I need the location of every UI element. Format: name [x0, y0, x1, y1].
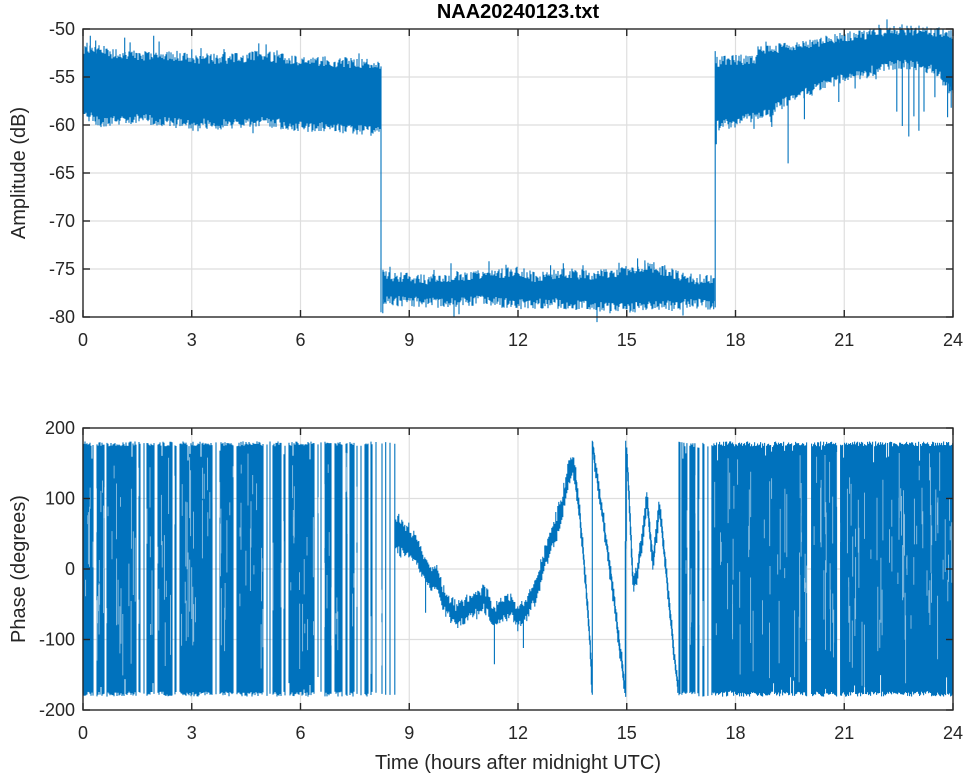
y-tick-label: -100	[39, 630, 75, 650]
x-tick-label: 12	[508, 330, 528, 350]
x-tick-label: 21	[834, 723, 854, 743]
x-tick-label: 15	[617, 330, 637, 350]
x-tick-label: 3	[187, 723, 197, 743]
tick-labels: 0 3 6 9 12 15 18 21 24 -200 -100 0 100 200	[39, 418, 963, 743]
y-tick-label: -55	[49, 67, 75, 87]
y-tick-label: 200	[45, 418, 75, 438]
y-tick-label: -80	[49, 307, 75, 327]
plot-title: NAA20240123.txt	[437, 1, 600, 23]
time-axis-label: Time (hours after midnight UTC)	[375, 752, 661, 774]
y-tick-label: -50	[49, 19, 75, 39]
y-tick-label: -60	[49, 115, 75, 135]
x-tick-label: 0	[78, 723, 88, 743]
y-tick-label: -70	[49, 211, 75, 231]
x-tick-label: 6	[295, 330, 305, 350]
tick-labels: 0 3 6 9 12 15 18 21 24 -80 -75 -70 -65 -60 -55 -50	[49, 19, 963, 350]
axis-box	[82, 28, 954, 318]
x-tick-label: 15	[617, 723, 637, 743]
x-tick-label: 24	[943, 723, 963, 743]
x-tick-label: 18	[725, 330, 745, 350]
y-tick-label: -65	[49, 163, 75, 183]
y-tick-label: 0	[65, 559, 75, 579]
phase-subplot: 0 3 6 9 12 15 18 21 24 -200 -100 0 100 200	[39, 418, 963, 743]
x-tick-label: 9	[404, 723, 414, 743]
phase-axis-label: Phase (degrees)	[8, 495, 30, 643]
x-tick-label: 6	[295, 723, 305, 743]
amplitude-subplot: 0 3 6 9 12 15 18 21 24 -80 -75 -70 -65 -60 -55 -50	[49, 19, 963, 350]
x-tick-label: 24	[943, 330, 963, 350]
x-tick-label: 9	[404, 330, 414, 350]
axis-box	[82, 427, 954, 711]
x-tick-label: 21	[834, 330, 854, 350]
y-tick-label: -200	[39, 700, 75, 720]
x-tick-label: 0	[78, 330, 88, 350]
amplitude-axis-label: Amplitude (dB)	[8, 107, 30, 239]
x-tick-label: 3	[187, 330, 197, 350]
x-tick-label: 18	[725, 723, 745, 743]
phase-noise-texture	[85, 452, 953, 690]
y-tick-label: -75	[49, 259, 75, 279]
y-tick-label: 100	[45, 489, 75, 509]
x-tick-label: 12	[508, 723, 528, 743]
